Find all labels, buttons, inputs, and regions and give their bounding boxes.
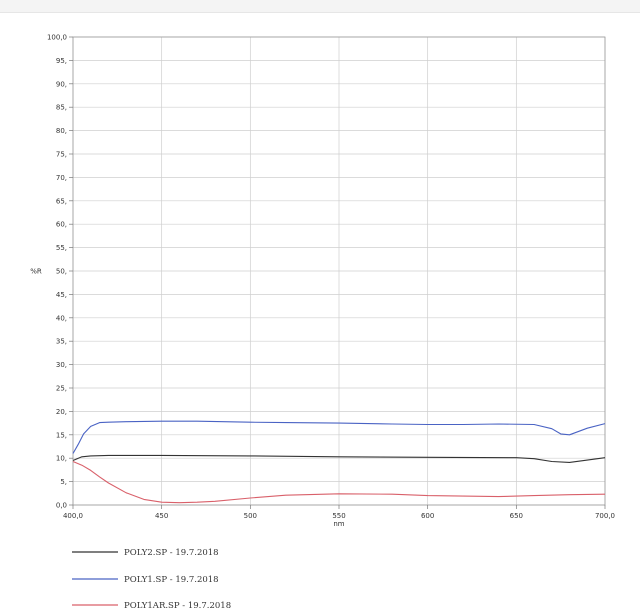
top-bar	[0, 0, 640, 13]
y-tick-label: 75,	[56, 151, 67, 159]
y-tick-label: 60,	[56, 221, 67, 229]
y-tick-label: 40,	[56, 314, 67, 322]
x-axis-ticks: 400,0 450 500 550 600 650 700,0	[63, 505, 615, 520]
y-tick-label: 65,	[56, 197, 67, 205]
x-tick-label: 400,0	[63, 512, 83, 520]
y-axis-label: %R	[30, 268, 42, 276]
x-tick-label: 600	[421, 512, 434, 520]
y-tick-label: 90,	[56, 80, 67, 88]
y-tick-label: 5,	[60, 478, 67, 486]
x-tick-label: 550	[332, 512, 345, 520]
legend-label-3: POLY1AR.SP - 19.7.2018	[124, 601, 231, 610]
x-tick-label: 650	[510, 512, 523, 520]
series-line-3	[72, 460, 606, 504]
y-tick-label: 50,	[56, 268, 67, 276]
x-tick-label: 500	[244, 512, 257, 520]
x-tick-label: 700,0	[595, 512, 615, 520]
legend-label-1: POLY2.SP - 19.7.2018	[124, 548, 219, 558]
x-axis-label: nm	[333, 520, 344, 528]
legend: POLY2.SP - 19.7.2018 POLY1.SP - 19.7.2018…	[72, 548, 231, 610]
y-tick-label: 85,	[56, 104, 67, 112]
y-tick-label: 55,	[56, 244, 67, 252]
y-axis-ticks: 0,0 5, 10, 15, 20, 25, 30, 35, 40, 45, 50, 55, 60, 65…	[47, 34, 73, 510]
y-tick-label: 10,	[56, 455, 67, 463]
y-tick-label: 100,0	[47, 34, 67, 42]
y-tick-label: 20,	[56, 408, 67, 416]
y-tick-label: 35,	[56, 338, 67, 346]
y-tick-label: 15,	[56, 431, 67, 439]
series-line-1	[72, 454, 606, 463]
y-tick-label: 0,0	[56, 502, 67, 510]
x-tick-label: 450	[155, 512, 168, 520]
y-tick-label: 45,	[56, 291, 67, 299]
y-tick-label: 25,	[56, 385, 67, 393]
y-tick-label: 95,	[56, 57, 67, 65]
series-lines	[72, 420, 606, 504]
series-line-2	[72, 420, 606, 454]
y-tick-label: 30,	[56, 361, 67, 369]
grid	[72, 36, 606, 506]
y-tick-label: 80,	[56, 127, 67, 135]
legend-label-2: POLY1.SP - 19.7.2018	[124, 575, 219, 585]
y-tick-label: 70,	[56, 174, 67, 182]
